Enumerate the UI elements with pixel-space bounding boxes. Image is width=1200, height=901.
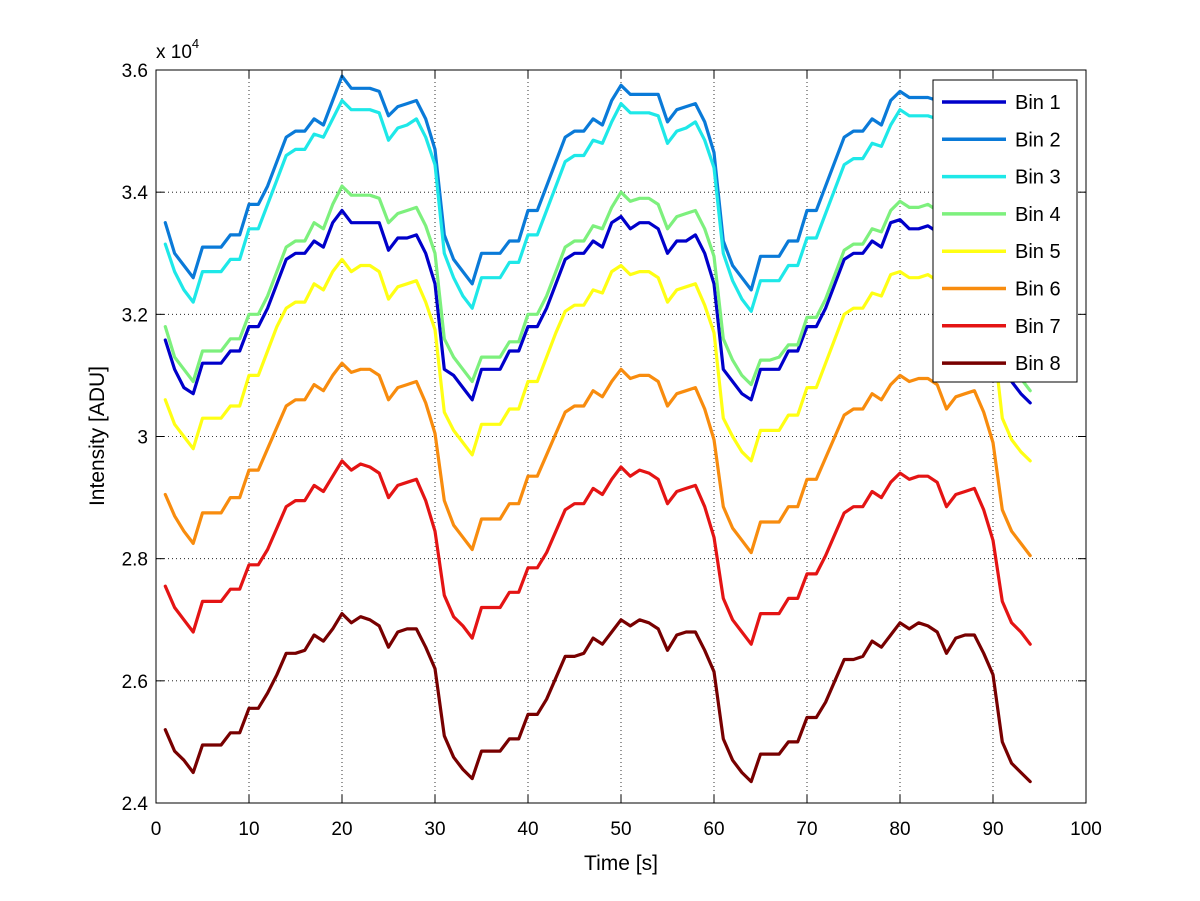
legend-item-bin-4: Bin 4 [942, 204, 1061, 226]
ticks [155, 69, 1087, 804]
legend-label: Bin 2 [1015, 129, 1061, 151]
legend-item-bin-2: Bin 2 [942, 129, 1061, 151]
series-line-bin-3 [163, 98, 1032, 316]
y-tick-label: 2.4 [122, 794, 149, 815]
legend-item-bin-6: Bin 6 [942, 279, 1061, 301]
x-tick-label: 30 [424, 819, 445, 840]
y-tick-label: 2.8 [122, 550, 148, 571]
y-multiplier: x 104 [156, 36, 199, 63]
series-layer [163, 74, 1032, 784]
x-tick-label: 100 [1070, 819, 1102, 840]
legend-box [932, 79, 1078, 383]
legend-label: Bin 1 [1015, 92, 1061, 114]
legend-item-bin-3: Bin 3 [942, 167, 1061, 189]
x-axis-label: Time [s] [584, 852, 658, 875]
x-tick-label: 80 [889, 819, 910, 840]
legend-label: Bin 3 [1015, 167, 1061, 189]
series-line-bin-8 [163, 611, 1032, 784]
y-tick-label: 2.6 [122, 672, 148, 693]
y-axis-label: Intensity [ADU] [86, 366, 109, 506]
legend-item-bin-7: Bin 7 [942, 316, 1061, 338]
y-tick-label: 3.4 [122, 183, 149, 204]
legend-label: Bin 4 [1015, 204, 1061, 226]
x-tick-label: 70 [796, 819, 817, 840]
series-line-bin-2 [163, 74, 1032, 292]
x-tick-label: 0 [151, 819, 162, 840]
y-tick-label: 3 [137, 428, 148, 449]
y-multiplier-exponent: 4 [192, 36, 199, 51]
x-tick-label: 90 [982, 819, 1003, 840]
legend-label: Bin 7 [1015, 316, 1061, 338]
series-line-bin-4 [163, 184, 1032, 393]
legend-item-bin-1: Bin 1 [942, 92, 1061, 114]
y-multiplier-label: x 10 [156, 42, 192, 63]
x-tick-label: 50 [610, 819, 631, 840]
y-tick-label: 3.6 [122, 61, 148, 82]
x-tick-label: 60 [703, 819, 724, 840]
x-tick-label: 40 [517, 819, 538, 840]
legend: Bin 1 Bin 2 Bin 3 Bin 4 Bin 5 Bin 6 Bin 7 Bin 8 [932, 79, 1078, 383]
legend-item-bin-5: Bin 5 [942, 241, 1061, 263]
series-line-bin-1 [163, 208, 1032, 405]
series-line-bin-5 [163, 257, 1032, 463]
series-line-bin-6 [163, 361, 1032, 558]
y-tick-label: 3.2 [122, 305, 148, 326]
x-tick-label: 20 [331, 819, 352, 840]
legend-item-bin-8: Bin 8 [942, 353, 1061, 375]
series-line-bin-7 [163, 459, 1032, 646]
legend-label: Bin 8 [1015, 353, 1061, 375]
legend-label: Bin 6 [1015, 279, 1061, 301]
legend-label: Bin 5 [1015, 241, 1061, 263]
tick-labels: 0 10 20 30 40 50 60 70 80 90 100 2.4 2.6 2.8 3 3.2 3.4 3.… [122, 61, 1102, 840]
x-tick-label: 10 [238, 819, 259, 840]
